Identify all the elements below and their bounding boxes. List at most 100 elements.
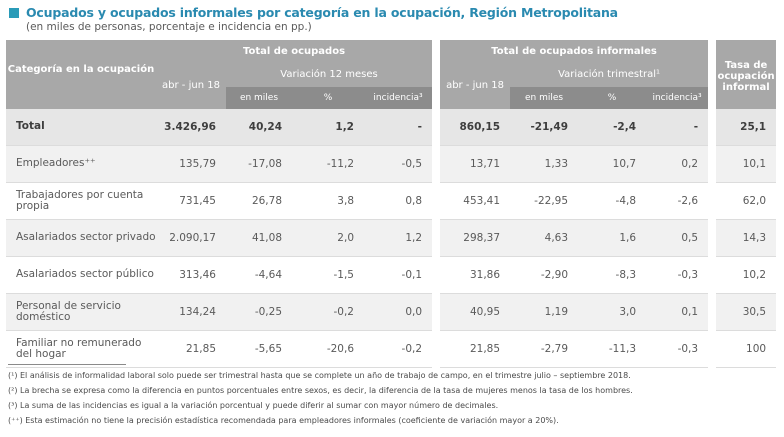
cell: -0,5 xyxy=(364,145,433,183)
cell: 26,78 xyxy=(226,182,292,220)
cell: 10,7 xyxy=(578,145,647,183)
table-subtitle: (en miles de personas, porcentaje e inci… xyxy=(26,21,312,33)
cell: 1,19 xyxy=(510,293,579,331)
header-en-miles-1: en miles xyxy=(226,87,292,109)
data-table: Categoría en la ocupación Total de ocupa… xyxy=(6,40,777,368)
cell: 3,0 xyxy=(578,293,647,331)
cell: 10,1 xyxy=(716,145,777,183)
cell: -2,90 xyxy=(510,256,579,294)
header-tasa: Tasa de ocupación informal xyxy=(716,40,777,109)
cell: 298,37 xyxy=(440,219,511,257)
cell: -8,3 xyxy=(578,256,647,294)
cell: 21,85 xyxy=(156,330,226,368)
table-row: Trabajadores por cuenta propia 731,45 26… xyxy=(6,182,777,220)
cell: 1,6 xyxy=(578,219,647,257)
header-categoria: Categoría en la ocupación xyxy=(6,40,156,109)
header-pct-1: % xyxy=(292,87,364,109)
cell: -0,3 xyxy=(646,256,709,294)
cell: 0,5 xyxy=(646,219,709,257)
footnote: (⁺⁺) Esta estimación no tiene la precisi… xyxy=(8,416,559,425)
cell: -5,65 xyxy=(226,330,292,368)
cell: 14,3 xyxy=(716,219,777,257)
cell: -4,64 xyxy=(226,256,292,294)
cell: -21,49 xyxy=(510,109,579,146)
cell: 10,2 xyxy=(716,256,777,294)
row-category: Asalariados sector público xyxy=(6,256,156,294)
cell: - xyxy=(364,109,433,146)
cell: -0,2 xyxy=(364,330,433,368)
cell: 25,1 xyxy=(716,109,777,146)
cell: 62,0 xyxy=(716,182,777,220)
footnote: (²) La brecha se expresa como la diferen… xyxy=(8,386,633,395)
cell: -2,79 xyxy=(510,330,579,368)
cell: 0,8 xyxy=(364,182,433,220)
header-variacion-trimestral: Variación trimestral¹ xyxy=(510,62,709,87)
header-en-miles-2: en miles xyxy=(510,87,579,109)
footnotes: (¹) El análisis de informalidad laboral … xyxy=(8,368,633,428)
cell: 2,0 xyxy=(292,219,364,257)
cell: - xyxy=(646,109,709,146)
cell: 313,46 xyxy=(156,256,226,294)
header-incidencia-2: incidencia³ xyxy=(646,87,709,109)
table-row: Asalariados sector público 313,46 -4,64 … xyxy=(6,256,777,294)
table-row: Personal de servicio doméstico 134,24 -0… xyxy=(6,293,777,331)
cell: 135,79 xyxy=(156,145,226,183)
cell: 13,71 xyxy=(440,145,511,183)
table-row-total: Total 3.426,96 40,24 1,2 - 860,15 -21,49… xyxy=(6,109,777,146)
row-category: Asalariados sector privado xyxy=(6,219,156,257)
cell: 1,2 xyxy=(364,219,433,257)
cell: 0,0 xyxy=(364,293,433,331)
row-category: Empleadores⁺⁺ xyxy=(6,145,156,183)
row-category: Personal de servicio doméstico xyxy=(6,293,156,331)
row-category: Total xyxy=(6,109,156,146)
cell: -20,6 xyxy=(292,330,364,368)
cell: -4,8 xyxy=(578,182,647,220)
cell: 4,63 xyxy=(510,219,579,257)
cell: 2.090,17 xyxy=(156,219,226,257)
row-category: Familiar no remunerado del hogar xyxy=(6,330,156,368)
cell: -2,6 xyxy=(646,182,709,220)
header-incidencia-1: incidencia³ xyxy=(364,87,433,109)
cell: -0,25 xyxy=(226,293,292,331)
cell: 134,24 xyxy=(156,293,226,331)
cell: -11,3 xyxy=(578,330,647,368)
cell: -0,1 xyxy=(364,256,433,294)
header-periodo-ocupados: abr - jun 18 xyxy=(156,62,226,109)
table-row: Familiar no remunerado del hogar 21,85 -… xyxy=(6,330,777,368)
cell: 1,33 xyxy=(510,145,579,183)
cell: 41,08 xyxy=(226,219,292,257)
cell: 31,86 xyxy=(440,256,511,294)
title-row: Ocupados y ocupados informales por categ… xyxy=(9,5,618,20)
header-periodo-informales: abr - jun 18 xyxy=(440,62,511,109)
cell: 860,15 xyxy=(440,109,511,146)
table-row: Empleadores⁺⁺ 135,79 -17,08 -11,2 -0,5 1… xyxy=(6,145,777,183)
header-pct-2: % xyxy=(578,87,647,109)
title-square-icon xyxy=(9,7,19,18)
cell: 40,95 xyxy=(440,293,511,331)
cell: 0,1 xyxy=(646,293,709,331)
cell: -0,2 xyxy=(292,293,364,331)
header-total-ocupados: Total de ocupados xyxy=(156,40,433,62)
cell: 100 xyxy=(716,330,777,368)
row-category: Trabajadores por cuenta propia xyxy=(6,182,156,220)
header-total-informales: Total de ocupados informales xyxy=(440,40,709,62)
cell: 3,8 xyxy=(292,182,364,220)
header-variacion12: Variación 12 meses xyxy=(226,62,433,87)
table-title: Ocupados y ocupados informales por categ… xyxy=(26,5,618,20)
cell: 453,41 xyxy=(440,182,511,220)
table-row: Asalariados sector privado 2.090,17 41,0… xyxy=(6,219,777,257)
footnote: (³) La suma de las incidencias es igual … xyxy=(8,401,499,410)
cell: 731,45 xyxy=(156,182,226,220)
cell: -2,4 xyxy=(578,109,647,146)
cell: 30,5 xyxy=(716,293,777,331)
cell: 3.426,96 xyxy=(156,109,226,146)
cell: -11,2 xyxy=(292,145,364,183)
cell: -22,95 xyxy=(510,182,579,220)
cell: 0,2 xyxy=(646,145,709,183)
cell: -1,5 xyxy=(292,256,364,294)
cell: -0,3 xyxy=(646,330,709,368)
cell: -17,08 xyxy=(226,145,292,183)
notes-divider xyxy=(8,364,126,365)
footnote: (¹) El análisis de informalidad laboral … xyxy=(8,371,631,380)
cell: 1,2 xyxy=(292,109,364,146)
